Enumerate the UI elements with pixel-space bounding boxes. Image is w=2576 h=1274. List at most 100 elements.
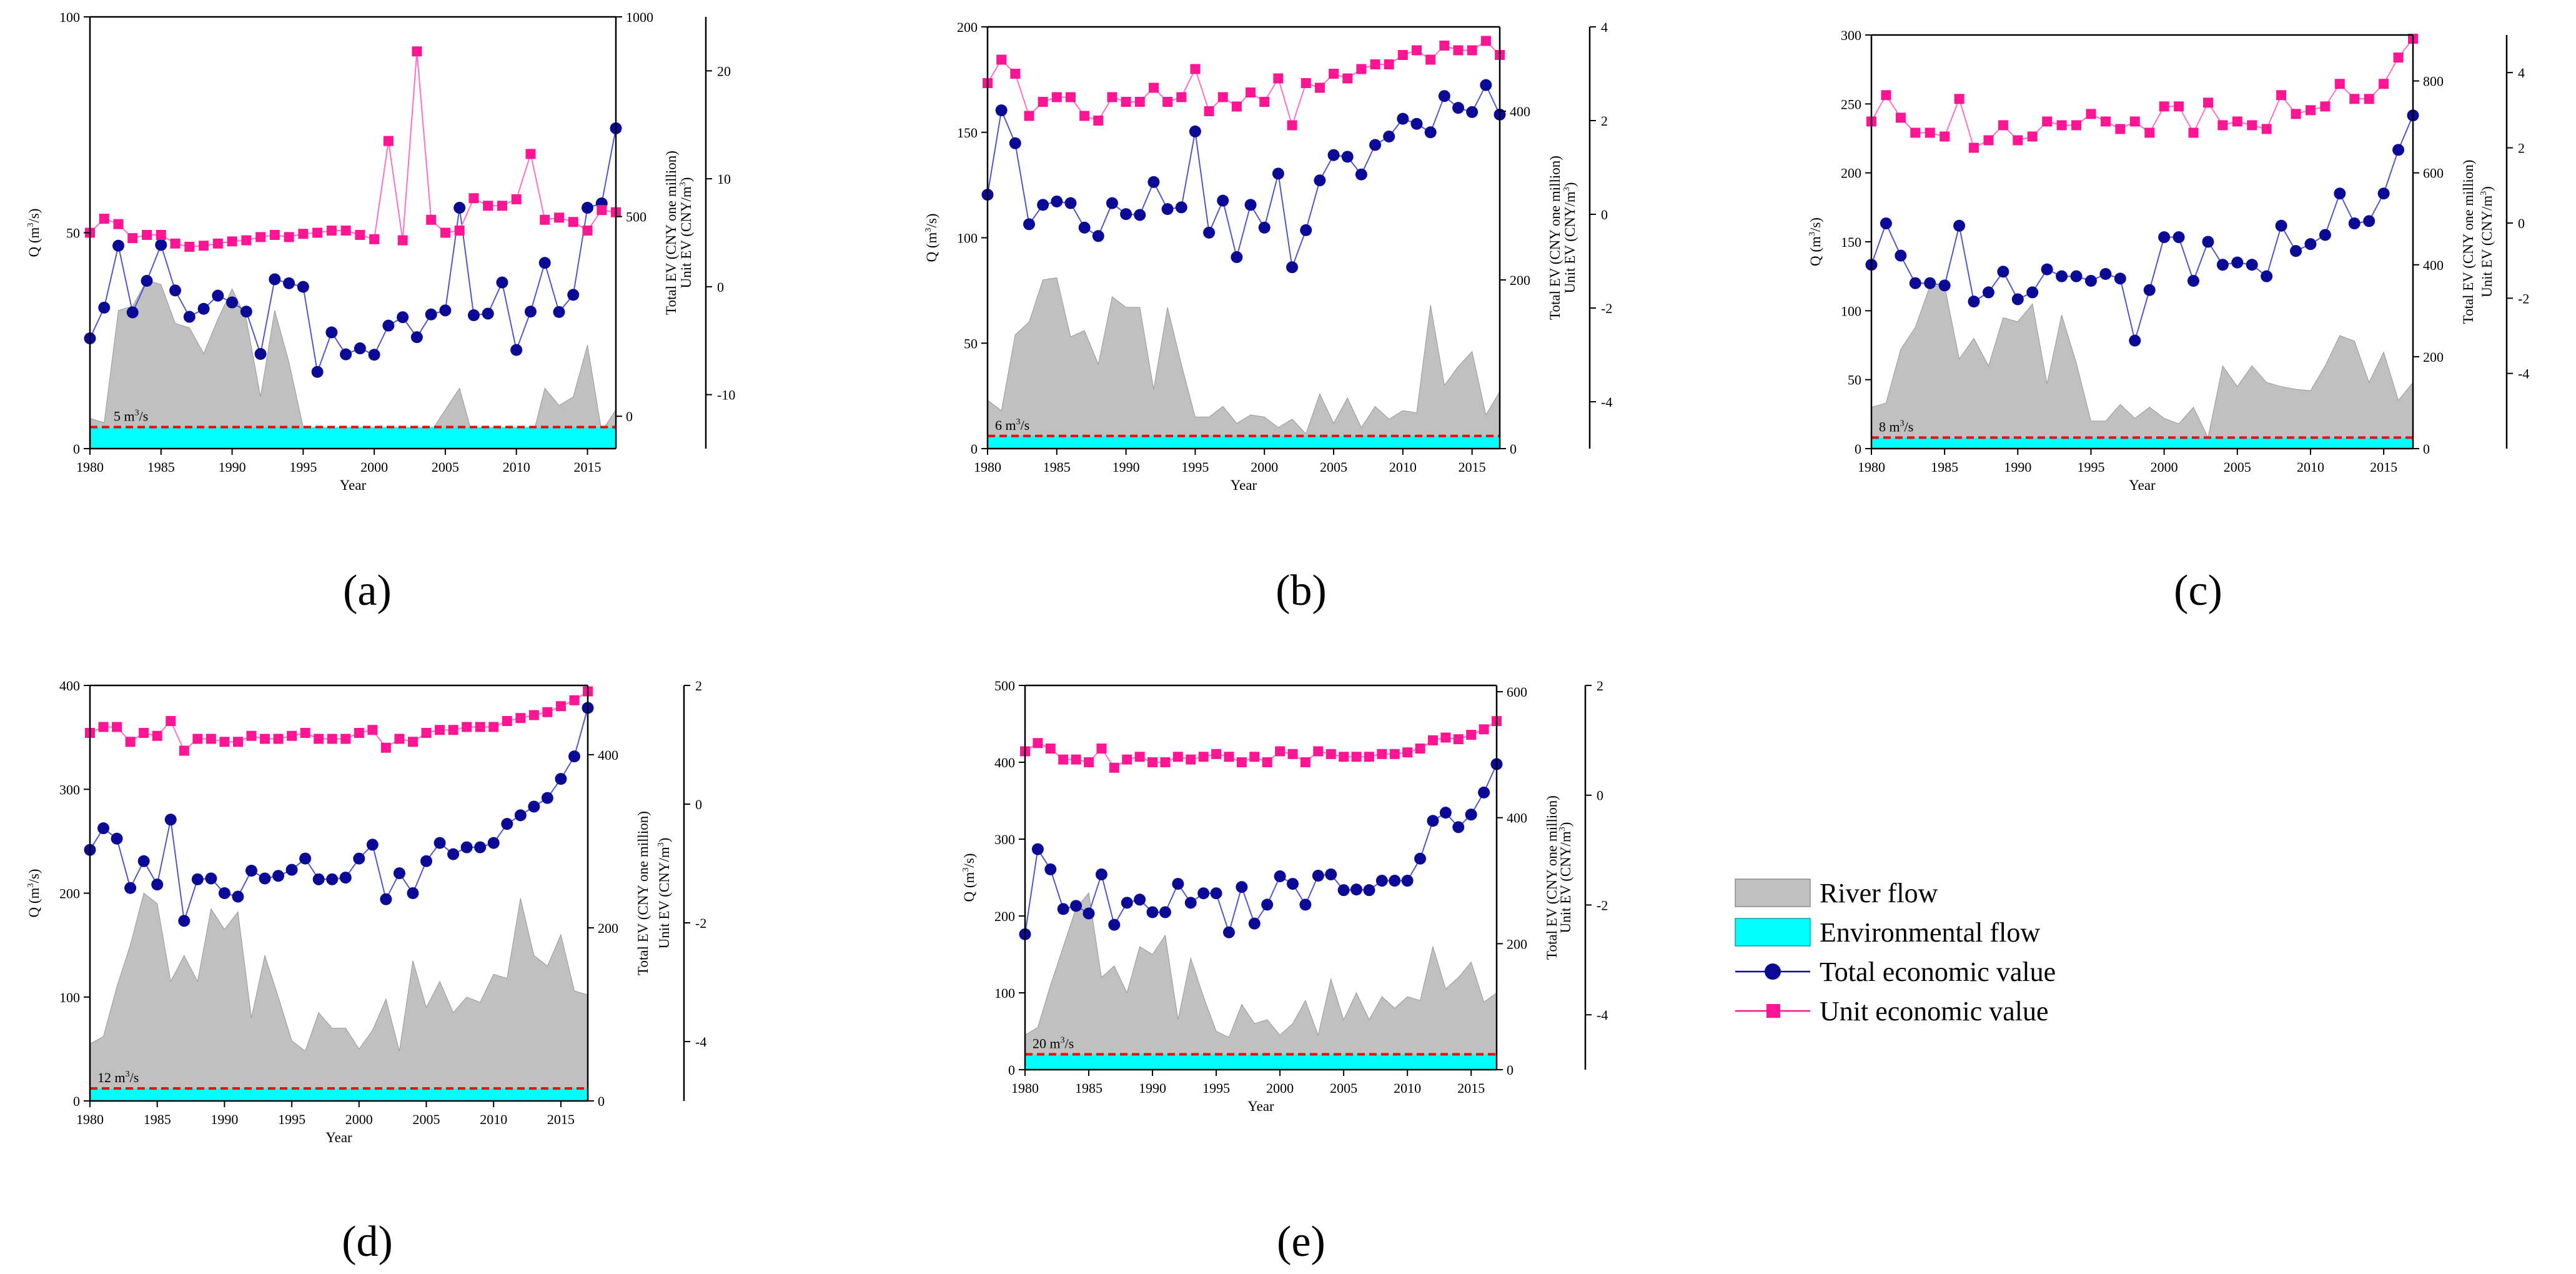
unit-economic-value-point <box>394 734 405 744</box>
total-economic-value-point <box>183 311 196 323</box>
unit-economic-value-point <box>1186 754 1196 765</box>
unit-economic-value-point <box>355 229 365 240</box>
unit-text-part: ) <box>1562 182 1578 187</box>
unit-economic-value-point <box>407 737 418 747</box>
unit-economic-value-point <box>139 728 149 738</box>
total-economic-value-point <box>1044 863 1057 875</box>
unit-economic-value-point <box>300 728 310 738</box>
y3-tick-label: 4 <box>2518 65 2525 81</box>
unit-text-part: Q (m <box>26 227 42 257</box>
environmental-flow-label: 12 m3/s <box>97 1070 139 1085</box>
total-economic-value-point <box>425 308 437 321</box>
unit-economic-value-point <box>1939 131 1950 142</box>
unit-economic-value-point <box>2349 94 2360 104</box>
unit-economic-value-point <box>1453 45 1464 56</box>
total-economic-value-point <box>1438 90 1450 102</box>
unit-economic-value-point <box>1134 97 1145 107</box>
total-economic-value-point <box>524 306 537 318</box>
unit-economic-value-point <box>555 701 566 712</box>
total-economic-value-point <box>2319 229 2331 241</box>
unit-text-part: 8 m <box>1879 419 1900 434</box>
total-economic-value-point <box>1369 139 1382 151</box>
total-economic-value-point <box>2363 215 2375 227</box>
unit-economic-value-point <box>1300 78 1311 88</box>
unit-economic-value-point <box>502 716 512 726</box>
x-axis-title: Year <box>1247 1098 1274 1114</box>
legend-swatch-marker <box>1765 963 1781 980</box>
unit-economic-value-point <box>1480 36 1491 46</box>
environmental-flow-area <box>90 1088 588 1101</box>
unit-economic-value-point <box>1211 749 1222 759</box>
unit-economic-value-point <box>1325 749 1336 759</box>
unit-text-part: 3 <box>1562 187 1572 191</box>
y2-tick-label: 0 <box>598 1093 605 1109</box>
unit-economic-value-point <box>1231 101 1242 112</box>
total-economic-value-point <box>538 257 551 269</box>
x-tick-label: 1980 <box>76 1112 104 1127</box>
unit-economic-value-point <box>354 728 364 738</box>
x-tick-label: 2010 <box>1389 459 1417 475</box>
unit-economic-value-point <box>2320 101 2331 112</box>
unit-economic-value-point <box>98 722 109 732</box>
y3-tick-label: 2 <box>1601 113 1608 129</box>
total-economic-value-point <box>111 832 123 845</box>
unit-economic-value-point <box>454 226 465 236</box>
unit-economic-value-point <box>340 734 351 744</box>
unit-economic-value-point <box>1412 45 1422 56</box>
total-economic-value-point <box>1064 197 1077 209</box>
river-flow-area <box>987 277 1500 449</box>
environmental-flow-area <box>1871 437 2413 449</box>
unit-economic-value-point <box>1439 41 1450 51</box>
total-economic-value-point <box>339 872 352 884</box>
unit-economic-value-point <box>1038 97 1048 107</box>
unit-economic-value-point <box>1147 757 1158 767</box>
total-economic-value-point <box>541 792 553 804</box>
y3-axis-title: Unit EV (CNY/m3) <box>2479 186 2495 297</box>
total-economic-value-point <box>205 872 217 885</box>
y2-axis-title: Total EV (CNY one million) <box>663 151 679 315</box>
total-economic-value-point <box>240 306 252 318</box>
environmental-flow-area <box>1025 1054 1497 1070</box>
unit-text-part: /s) <box>961 853 977 868</box>
total-economic-value-point <box>407 887 419 899</box>
y2-tick-label: 600 <box>2423 166 2444 181</box>
environmental-flow-area <box>90 427 616 449</box>
y-tick-label: 200 <box>1841 166 1861 181</box>
unit-economic-value-point <box>540 214 550 225</box>
total-economic-value-point <box>1452 821 1465 834</box>
y3-tick-label: -2 <box>2518 291 2529 306</box>
y-tick-label: 0 <box>1008 1062 1015 1078</box>
total-economic-value-point <box>1092 230 1104 242</box>
unit-economic-value-point <box>1384 59 1394 69</box>
total-economic-value-point <box>2026 286 2039 299</box>
unit-economic-value-point <box>1259 97 1270 107</box>
unit-economic-value-point <box>298 229 309 239</box>
y2-tick-label: 400 <box>1507 810 1527 826</box>
unit-economic-value-point <box>199 241 209 251</box>
unit-text-part: 5 m <box>114 408 135 424</box>
unit-economic-value-point <box>2115 124 2126 134</box>
total-economic-value-line <box>1024 764 1497 935</box>
total-economic-value-point <box>1106 197 1118 209</box>
unit-economic-value-point <box>1983 135 1994 146</box>
unit-text-part: /s) <box>26 209 42 223</box>
total-economic-value-point <box>2275 219 2287 232</box>
total-economic-value-point <box>226 296 239 309</box>
total-economic-value-point <box>1134 209 1146 221</box>
unit-economic-value-point <box>568 217 578 227</box>
unit-economic-value-point <box>2291 109 2301 119</box>
total-economic-value-point <box>1414 852 1427 865</box>
unit-text-part: 3 <box>26 223 36 227</box>
unit-economic-value-point <box>2276 90 2287 101</box>
total-economic-value-point <box>169 284 182 297</box>
total-economic-value-point <box>1466 106 1479 118</box>
unit-economic-value-point <box>553 212 564 223</box>
x-tick-label: 1980 <box>1858 459 1885 475</box>
unit-economic-value-point <box>287 730 297 741</box>
total-economic-value-point <box>1184 897 1197 909</box>
total-economic-value-point <box>1078 221 1091 234</box>
total-economic-value-point <box>2261 270 2273 282</box>
y3-axis-title: Unit EV (CNY/m3) <box>678 177 694 289</box>
unit-economic-value-point <box>582 226 593 236</box>
total-economic-value-point <box>2377 187 2390 200</box>
